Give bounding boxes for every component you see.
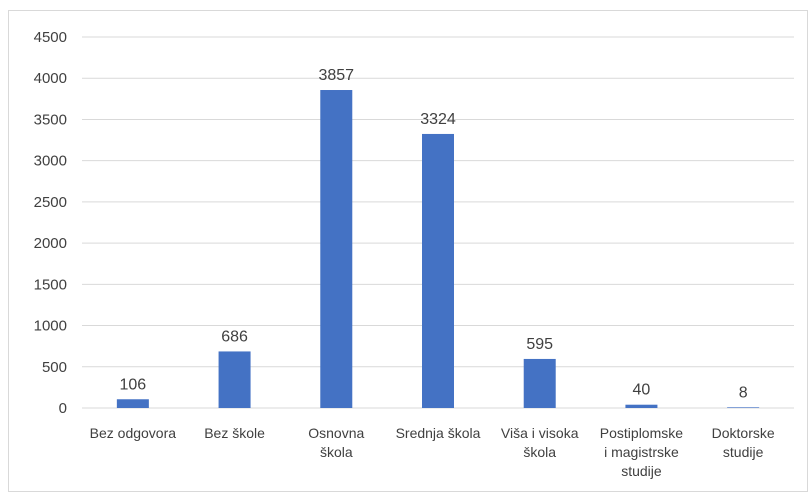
- bar: [218, 351, 251, 408]
- bar: [320, 90, 353, 408]
- y-tick-label: 1000: [34, 318, 67, 335]
- x-tick-label: Bez odgovora: [90, 425, 177, 441]
- bar: [523, 358, 556, 408]
- data-label: 8: [739, 384, 748, 401]
- bar: [625, 404, 658, 408]
- y-tick-label: 0: [59, 400, 67, 417]
- x-tick-label: Postiplomske: [600, 425, 683, 441]
- bar: [116, 399, 149, 408]
- y-tick-label: 500: [42, 359, 67, 376]
- chart-border: [8, 10, 808, 492]
- y-tick-label: 4500: [34, 29, 67, 46]
- x-tick-label: Doktorske: [712, 425, 775, 441]
- data-label: 595: [526, 336, 553, 353]
- data-label: 3324: [420, 111, 456, 128]
- x-tick-label: Viša i visoka: [501, 425, 579, 441]
- x-tick-label: Bez škole: [204, 425, 265, 441]
- y-tick-label: 3000: [34, 153, 67, 170]
- data-label: 686: [221, 328, 248, 345]
- y-tick-label: 3500: [34, 111, 67, 128]
- y-tick-label: 1500: [34, 276, 67, 293]
- data-label: 40: [633, 382, 651, 399]
- bar: [422, 133, 454, 409]
- data-label: 3857: [318, 67, 354, 84]
- bar: [727, 407, 760, 408]
- x-tick-label: škola: [320, 444, 353, 460]
- x-tick-label: i magistrske: [604, 444, 679, 460]
- y-tick-label: 2000: [34, 235, 67, 252]
- x-tick-label: Osnovna: [308, 425, 364, 441]
- x-tick-label: studije: [723, 444, 764, 460]
- x-tick-label: škola: [523, 444, 556, 460]
- data-label: 106: [120, 376, 147, 393]
- x-tick-label: studije: [621, 463, 662, 479]
- x-tick-label: Srednja škola: [396, 425, 481, 441]
- y-tick-label: 4000: [34, 70, 67, 87]
- y-tick-label: 2500: [34, 194, 67, 211]
